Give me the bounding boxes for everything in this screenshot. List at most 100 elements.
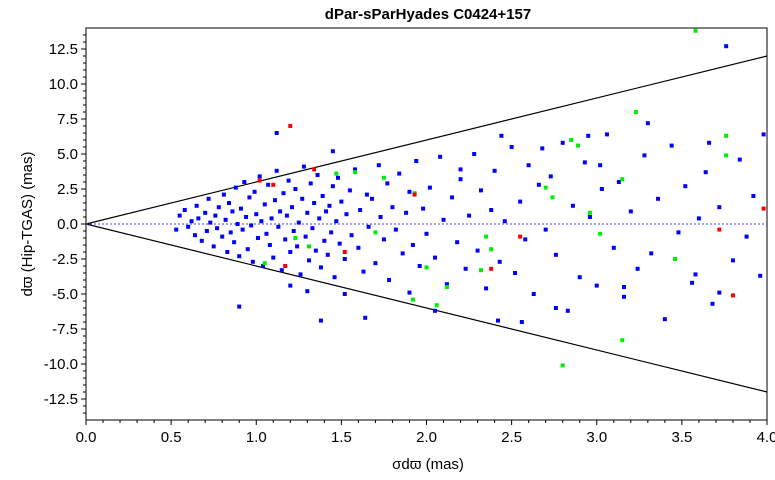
data-point-blue bbox=[182, 208, 187, 212]
data-point-blue bbox=[543, 227, 548, 232]
x-axis-label: σdϖ (mas) bbox=[392, 456, 464, 473]
data-point-blue bbox=[278, 209, 283, 214]
data-point-green bbox=[293, 236, 298, 240]
data-point-blue bbox=[315, 173, 320, 177]
data-point-blue bbox=[211, 244, 216, 249]
data-point-blue bbox=[502, 219, 507, 224]
data-point-blue bbox=[645, 121, 650, 126]
data-point-blue bbox=[621, 294, 626, 299]
data-point-red bbox=[489, 266, 494, 271]
data-point-blue bbox=[249, 223, 254, 228]
data-point-blue bbox=[259, 219, 264, 224]
data-point-blue bbox=[455, 240, 460, 245]
y-tick-label: -2.5 bbox=[52, 251, 78, 268]
data-point-blue bbox=[703, 170, 708, 175]
data-point-green bbox=[724, 153, 729, 158]
y-axis-label: dϖ (Hip-TGAS) (mas) bbox=[19, 151, 36, 296]
data-point-blue bbox=[335, 175, 340, 180]
data-point-red bbox=[283, 264, 288, 268]
data-point-blue bbox=[303, 234, 308, 239]
data-point-blue bbox=[497, 259, 502, 264]
data-point-blue bbox=[376, 163, 381, 168]
data-point-red bbox=[761, 206, 766, 211]
data-point-blue bbox=[337, 241, 342, 246]
data-point-blue bbox=[317, 216, 322, 221]
data-point-blue bbox=[484, 286, 489, 291]
data-point-green bbox=[620, 177, 625, 182]
data-point-blue bbox=[344, 212, 349, 217]
data-point-blue bbox=[330, 184, 335, 189]
data-point-blue bbox=[536, 182, 541, 187]
data-point-blue bbox=[513, 271, 518, 275]
data-point-blue bbox=[586, 133, 591, 138]
data-point-blue bbox=[433, 308, 438, 313]
data-point-green bbox=[489, 247, 494, 252]
data-point-blue bbox=[737, 157, 742, 162]
data-point-blue bbox=[390, 205, 395, 210]
data-point-blue bbox=[458, 167, 463, 172]
data-point-green bbox=[587, 210, 592, 215]
data-point-blue bbox=[662, 317, 667, 322]
data-point-blue bbox=[526, 163, 531, 168]
data-point-green bbox=[434, 303, 439, 308]
data-point-blue bbox=[238, 206, 243, 211]
data-point-green bbox=[550, 195, 555, 200]
data-point-blue bbox=[751, 194, 756, 198]
data-point-green bbox=[693, 28, 698, 33]
data-point-blue bbox=[318, 318, 323, 323]
x-tick-label: 2.5 bbox=[501, 429, 522, 446]
data-point-blue bbox=[385, 181, 390, 186]
data-point-blue bbox=[364, 192, 369, 197]
data-point-blue bbox=[329, 230, 334, 235]
data-point-blue bbox=[696, 216, 701, 221]
data-point-blue bbox=[570, 203, 575, 208]
y-tick-label: 2.5 bbox=[57, 181, 78, 198]
data-point-blue bbox=[378, 215, 383, 219]
data-point-blue bbox=[332, 275, 337, 280]
data-point-blue bbox=[254, 212, 259, 217]
data-point-blue bbox=[496, 318, 501, 323]
data-point-blue bbox=[215, 226, 220, 231]
data-point-blue bbox=[233, 185, 238, 190]
data-point-blue bbox=[288, 250, 293, 254]
data-point-blue bbox=[186, 224, 191, 229]
data-point-blue bbox=[310, 226, 315, 231]
data-point-blue bbox=[387, 278, 392, 282]
data-point-green bbox=[598, 231, 603, 236]
data-point-blue bbox=[400, 251, 405, 256]
data-point-blue bbox=[397, 171, 402, 176]
data-point-blue bbox=[235, 222, 240, 226]
data-point-green bbox=[484, 234, 489, 239]
data-point-blue bbox=[279, 268, 284, 273]
y-tick-label: -12.5 bbox=[44, 391, 78, 408]
data-point-blue bbox=[320, 194, 325, 198]
data-point-blue bbox=[582, 160, 587, 165]
data-point-blue bbox=[519, 320, 524, 324]
data-point-red bbox=[257, 178, 262, 183]
data-point-blue bbox=[604, 132, 609, 137]
data-point-blue bbox=[358, 208, 363, 212]
data-point-blue bbox=[232, 240, 237, 245]
data-point-blue bbox=[707, 140, 712, 145]
y-tick-label: 12.5 bbox=[49, 41, 78, 58]
data-point-green bbox=[543, 185, 548, 190]
data-point-blue bbox=[761, 132, 766, 137]
y-tick-label: 10.0 bbox=[49, 76, 78, 93]
data-point-blue bbox=[363, 315, 368, 320]
data-point-blue bbox=[312, 201, 317, 205]
data-point-blue bbox=[342, 257, 347, 261]
data-point-green bbox=[444, 285, 449, 289]
data-point-blue bbox=[565, 308, 570, 313]
data-point-green bbox=[620, 338, 625, 343]
data-point-green bbox=[724, 133, 729, 138]
data-point-blue bbox=[635, 266, 640, 271]
data-point-blue bbox=[305, 210, 310, 215]
data-point-blue bbox=[313, 248, 318, 253]
data-point-green bbox=[262, 261, 267, 266]
data-point-blue bbox=[381, 237, 386, 242]
data-point-blue bbox=[177, 213, 182, 218]
y-tick-label: 7.5 bbox=[57, 111, 78, 128]
data-point-blue bbox=[649, 251, 654, 256]
data-point-blue bbox=[467, 213, 472, 218]
